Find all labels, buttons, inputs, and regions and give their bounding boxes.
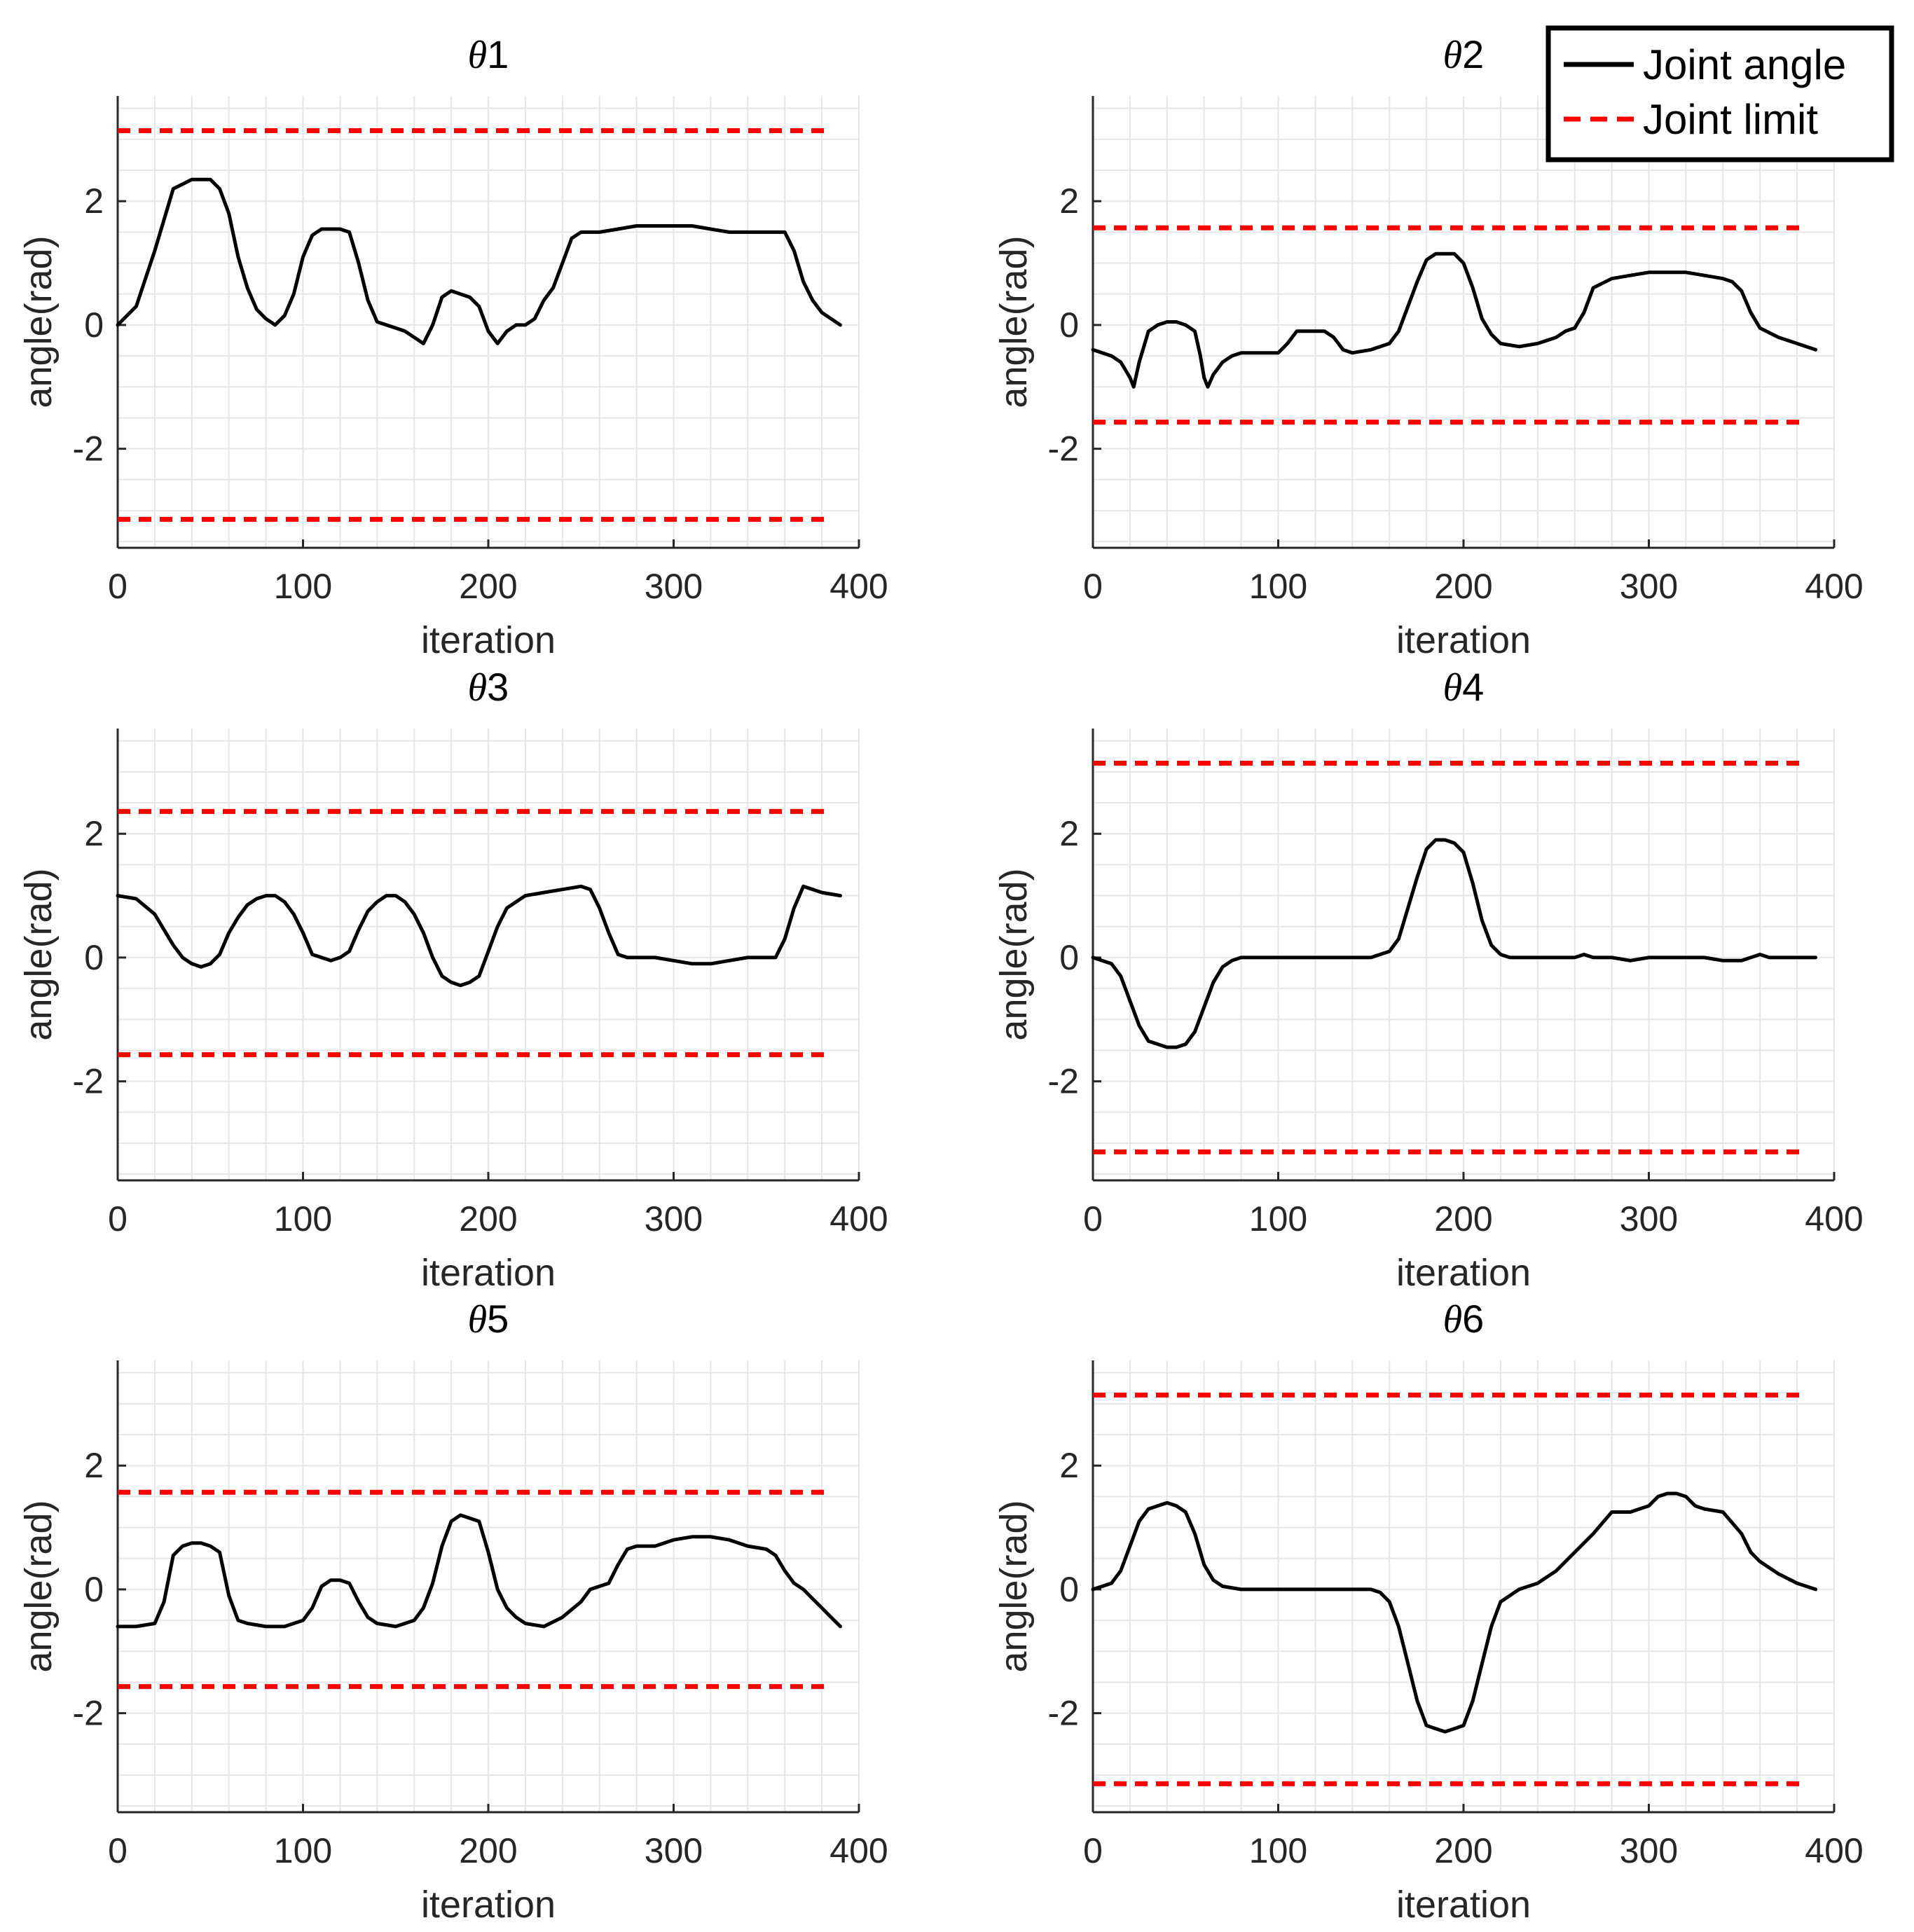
x-tick-label: 300 — [1620, 567, 1678, 606]
y-tick-label: -2 — [73, 429, 104, 469]
title-joint-index: 1 — [487, 32, 509, 76]
y-tick-label: 0 — [1059, 305, 1079, 345]
x-axis-label: iteration — [421, 1884, 556, 1926]
subplot-theta1: 0 100 200 300 400 2 0 -2 iteration angle(rad) θ1 — [18, 32, 888, 661]
y-tick-label: -2 — [73, 1694, 104, 1733]
subplot-title: θ2 — [1443, 32, 1485, 77]
subplot-theta4: 0 100 200 300 400 2 0 -2 iteration angle(rad) θ4 — [993, 665, 1864, 1294]
x-tick-label: 300 — [645, 567, 703, 606]
title-joint-index: 4 — [1462, 665, 1484, 709]
legend-joint-angle-label: Joint angle — [1643, 41, 1846, 88]
title-joint-index: 5 — [487, 1297, 509, 1341]
subplot-title: θ4 — [1443, 665, 1485, 710]
subplot-theta3: 0 100 200 300 400 2 0 -2 iteration angle(rad) θ3 — [18, 665, 888, 1294]
x-tick-label: 200 — [459, 1831, 517, 1870]
x-tick-label: 0 — [1083, 1831, 1103, 1870]
y-axis-label: angle(rad) — [993, 235, 1035, 408]
title-theta-symbol: θ — [468, 1298, 488, 1341]
y-axis-label: angle(rad) — [18, 1500, 60, 1672]
x-tick-label: 200 — [1434, 1199, 1492, 1238]
x-tick-label: 300 — [645, 1199, 703, 1238]
x-tick-label: 0 — [108, 567, 128, 606]
legend: Joint angle Joint limit — [1545, 25, 1894, 163]
x-tick-label: 100 — [1249, 567, 1307, 606]
y-tick-label: 0 — [84, 305, 104, 345]
title-theta-symbol: θ — [1443, 666, 1463, 710]
x-tick-label: 100 — [1249, 1199, 1307, 1238]
joint-angle-line — [1091, 251, 1818, 389]
x-tick-label: 300 — [645, 1831, 703, 1870]
y-tick-label: 2 — [1059, 181, 1079, 221]
y-axis-label: angle(rad) — [993, 868, 1035, 1040]
y-axis-label: angle(rad) — [18, 868, 60, 1040]
x-tick-label: 0 — [108, 1199, 128, 1238]
x-tick-label: 0 — [1083, 1199, 1103, 1238]
x-tick-label: 200 — [459, 1199, 517, 1238]
legend-joint-limit-label: Joint limit — [1643, 96, 1818, 143]
subplot-theta5: 0 100 200 300 400 2 0 -2 iteration angle(rad) θ5 — [18, 1297, 888, 1926]
y-tick-label: -2 — [1048, 1694, 1079, 1733]
x-tick-label: 400 — [1805, 567, 1863, 606]
x-tick-label: 200 — [1434, 567, 1492, 606]
y-tick-label: 0 — [1059, 1570, 1079, 1609]
y-axis-label: angle(rad) — [18, 235, 60, 408]
y-tick-label: -2 — [1048, 1062, 1079, 1101]
y-tick-label: 0 — [84, 1570, 104, 1609]
joint-angle-line — [1091, 838, 1818, 1049]
subplot-title: θ6 — [1443, 1297, 1485, 1341]
x-tick-label: 400 — [829, 1831, 888, 1870]
x-tick-label: 100 — [274, 1199, 332, 1238]
x-tick-label: 200 — [1434, 1831, 1492, 1870]
title-joint-index: 3 — [487, 665, 509, 709]
subplot-title: θ1 — [468, 32, 509, 77]
x-tick-label: 400 — [1805, 1831, 1863, 1870]
x-tick-label: 100 — [274, 567, 332, 606]
x-tick-label: 300 — [1620, 1831, 1678, 1870]
subplot-theta6: 0 100 200 300 400 2 0 -2 iteration angle(rad) θ6 — [993, 1297, 1864, 1926]
subplot-title: θ5 — [468, 1297, 509, 1341]
y-tick-label: 0 — [84, 938, 104, 977]
x-tick-label: 400 — [829, 1199, 888, 1238]
x-tick-label: 0 — [108, 1831, 128, 1870]
y-tick-label: 2 — [1059, 1446, 1079, 1485]
title-joint-index: 6 — [1462, 1297, 1484, 1341]
x-axis-label: iteration — [421, 1252, 556, 1294]
title-theta-symbol: θ — [1443, 1298, 1463, 1341]
x-tick-label: 300 — [1620, 1199, 1678, 1238]
joint-angle-line — [116, 1513, 842, 1629]
y-tick-label: 2 — [84, 814, 104, 853]
x-axis-label: iteration — [1396, 1884, 1531, 1926]
y-tick-label: 0 — [1059, 938, 1079, 977]
x-axis-label: iteration — [1396, 619, 1531, 661]
x-tick-label: 100 — [274, 1831, 332, 1870]
x-tick-label: 0 — [1083, 567, 1103, 606]
x-axis-label: iteration — [1396, 1252, 1531, 1294]
y-tick-label: 2 — [84, 1446, 104, 1485]
x-tick-label: 400 — [1805, 1199, 1863, 1238]
title-joint-index: 2 — [1462, 32, 1484, 76]
joint-angle-line — [116, 177, 842, 345]
joint-angle-line — [116, 884, 842, 988]
title-theta-symbol: θ — [468, 666, 488, 710]
x-axis-label: iteration — [421, 619, 556, 661]
legend-box — [1545, 25, 1894, 163]
joint-angle-line — [1091, 1491, 1818, 1734]
x-tick-label: 200 — [459, 567, 517, 606]
title-theta-symbol: θ — [1443, 34, 1463, 77]
y-axis-label: angle(rad) — [993, 1500, 1035, 1672]
title-theta-symbol: θ — [468, 34, 488, 77]
subplot-title: θ3 — [468, 665, 509, 710]
y-tick-label: 2 — [1059, 814, 1079, 853]
x-tick-label: 400 — [829, 567, 888, 606]
y-tick-label: -2 — [73, 1062, 104, 1101]
y-tick-label: 2 — [84, 181, 104, 221]
y-tick-label: -2 — [1048, 429, 1079, 469]
x-tick-label: 100 — [1249, 1831, 1307, 1870]
